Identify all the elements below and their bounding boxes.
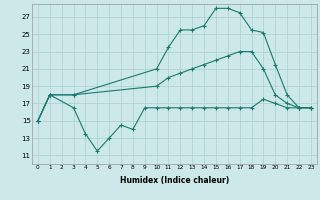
X-axis label: Humidex (Indice chaleur): Humidex (Indice chaleur) xyxy=(120,176,229,185)
